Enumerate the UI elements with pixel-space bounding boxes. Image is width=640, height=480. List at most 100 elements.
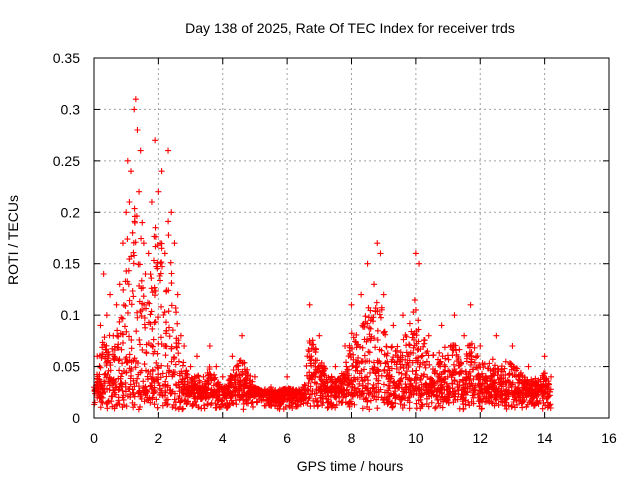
roti-point bbox=[524, 401, 531, 408]
roti-point bbox=[224, 386, 231, 393]
roti-point bbox=[302, 390, 309, 397]
roti-point bbox=[278, 400, 285, 407]
roti-point bbox=[416, 363, 423, 370]
roti-point bbox=[142, 389, 149, 396]
roti-point bbox=[284, 389, 291, 396]
roti-point bbox=[523, 391, 530, 398]
roti-point bbox=[425, 403, 432, 410]
roti-point bbox=[513, 394, 520, 401]
roti-point bbox=[139, 306, 146, 313]
roti-point bbox=[349, 393, 356, 400]
roti-point bbox=[418, 403, 425, 410]
roti-point bbox=[324, 404, 331, 411]
roti-point bbox=[153, 396, 160, 403]
roti-point bbox=[173, 309, 180, 316]
roti-point bbox=[149, 289, 156, 296]
roti-point bbox=[352, 376, 359, 383]
roti-point bbox=[207, 401, 214, 408]
roti-point bbox=[383, 352, 390, 359]
roti-point bbox=[161, 342, 168, 349]
roti-point bbox=[520, 380, 527, 387]
roti-point bbox=[376, 346, 383, 353]
roti-point bbox=[475, 374, 482, 381]
roti-point bbox=[221, 386, 228, 393]
roti-point bbox=[508, 387, 515, 394]
roti-point bbox=[111, 356, 118, 363]
roti-point bbox=[226, 377, 233, 384]
roti-point bbox=[466, 402, 473, 409]
roti-point bbox=[114, 344, 121, 351]
roti-point bbox=[487, 392, 494, 399]
x-tick-label: 4 bbox=[219, 430, 227, 446]
roti-point bbox=[407, 387, 414, 394]
roti-peak-point bbox=[132, 96, 139, 103]
roti-point bbox=[421, 337, 428, 344]
roti-point bbox=[158, 303, 165, 310]
roti-point bbox=[367, 307, 374, 314]
roti-point bbox=[393, 365, 400, 372]
y-tick-label: 0.15 bbox=[53, 256, 80, 272]
roti-point bbox=[236, 379, 243, 386]
roti-point bbox=[328, 384, 335, 391]
x-tick-label: 10 bbox=[408, 430, 424, 446]
roti-point bbox=[181, 385, 188, 392]
roti-point bbox=[242, 375, 249, 382]
roti-point bbox=[451, 366, 458, 373]
roti-point bbox=[408, 391, 415, 398]
roti-point bbox=[108, 376, 115, 383]
roti-point bbox=[432, 405, 439, 412]
roti-point bbox=[196, 379, 203, 386]
roti-point bbox=[149, 343, 156, 350]
roti-peak-point bbox=[97, 322, 104, 329]
roti-point bbox=[212, 400, 219, 407]
roti-point bbox=[152, 287, 159, 294]
roti-point bbox=[378, 304, 385, 311]
roti-point bbox=[147, 321, 154, 328]
roti-point bbox=[215, 397, 222, 404]
roti-point bbox=[479, 398, 486, 405]
roti-point bbox=[289, 405, 296, 412]
roti-point bbox=[256, 386, 263, 393]
roti-point bbox=[144, 299, 151, 306]
roti-point bbox=[444, 383, 451, 390]
roti-point bbox=[502, 358, 509, 365]
roti-point bbox=[376, 358, 383, 365]
roti-point bbox=[351, 390, 358, 397]
roti-point bbox=[175, 358, 182, 365]
roti-point bbox=[415, 387, 422, 394]
roti-point bbox=[509, 403, 516, 410]
roti-point bbox=[111, 343, 118, 350]
roti-point bbox=[154, 259, 161, 266]
roti-point bbox=[119, 339, 126, 346]
roti-point bbox=[143, 397, 150, 404]
roti-point bbox=[260, 391, 267, 398]
roti-point bbox=[201, 378, 208, 385]
roti-point bbox=[123, 268, 130, 275]
roti-point bbox=[418, 353, 425, 360]
roti-peak-point bbox=[342, 343, 349, 349]
roti-point bbox=[147, 399, 154, 406]
roti-point bbox=[370, 359, 377, 366]
roti-point bbox=[168, 270, 175, 277]
roti-point bbox=[190, 400, 197, 407]
roti-point bbox=[489, 373, 496, 380]
roti-point bbox=[234, 362, 241, 369]
roti-point bbox=[474, 353, 481, 360]
roti-point bbox=[359, 382, 366, 389]
roti-point bbox=[453, 358, 460, 365]
roti-point bbox=[375, 377, 382, 384]
roti-point bbox=[503, 405, 510, 412]
roti-point bbox=[149, 394, 156, 401]
roti-point bbox=[104, 405, 111, 412]
roti-point bbox=[388, 358, 395, 365]
roti-peak-point bbox=[148, 199, 155, 205]
roti-point bbox=[507, 382, 514, 389]
y-tick-labels: 0 0.05 0.1 0.15 0.2 0.25 0.3 0.35 bbox=[53, 50, 80, 426]
roti-point bbox=[372, 370, 379, 377]
roti-peak-point bbox=[461, 332, 468, 339]
roti-point bbox=[413, 367, 420, 374]
roti-point bbox=[287, 396, 294, 403]
roti-point bbox=[141, 361, 148, 368]
roti-point bbox=[486, 399, 493, 406]
roti-point bbox=[444, 352, 451, 359]
